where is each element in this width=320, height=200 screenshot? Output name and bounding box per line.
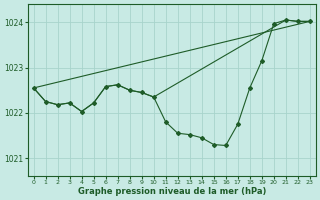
X-axis label: Graphe pression niveau de la mer (hPa): Graphe pression niveau de la mer (hPa): [77, 187, 266, 196]
